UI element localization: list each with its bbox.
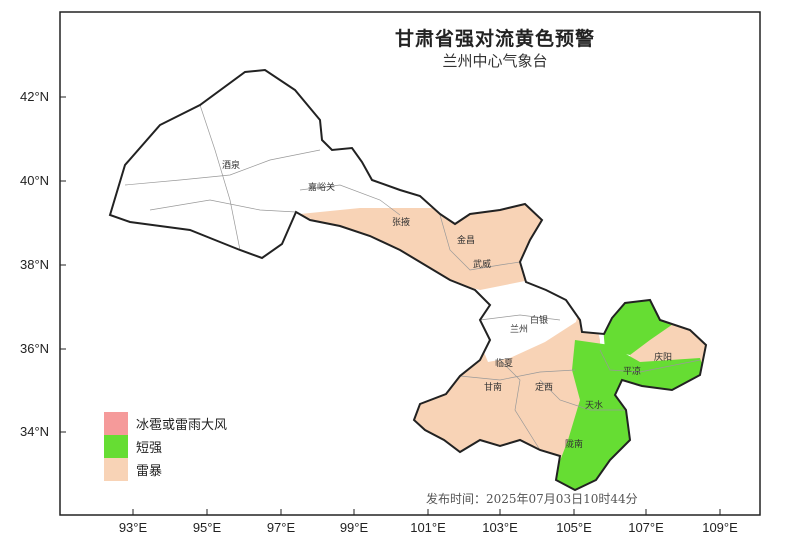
lon-tick-label: 103°E xyxy=(482,520,518,535)
city-label: 定西 xyxy=(535,383,554,393)
lon-tick-label: 99°E xyxy=(339,520,369,535)
axis-ticks xyxy=(60,96,721,515)
city-label: 金昌 xyxy=(457,236,476,246)
lat-tick-label: 42°N xyxy=(20,89,50,104)
city-label: 甘南 xyxy=(484,383,503,393)
lon-tick-label: 97°E xyxy=(266,520,296,535)
lon-tick-label: 109°E xyxy=(702,520,738,535)
city-label: 临夏 xyxy=(495,359,514,369)
internal-boundaries xyxy=(124,104,701,451)
legend-label: 短强 xyxy=(136,441,163,456)
lat-tick-label: 40°N xyxy=(20,173,50,188)
legend: 冰雹或雷雨大风 短强 雷暴 xyxy=(104,412,227,481)
city-label: 酒泉 xyxy=(222,161,241,171)
city-label: 天水 xyxy=(585,401,604,411)
legend-label: 冰雹或雷雨大风 xyxy=(136,418,228,433)
city-label: 白银 xyxy=(530,316,549,326)
plot-frame xyxy=(59,11,761,516)
lon-tick-label: 105°E xyxy=(556,520,592,535)
lon-tick-label: 95°E xyxy=(192,520,222,535)
city-label: 张掖 xyxy=(392,218,411,228)
city-label: 兰州 xyxy=(510,325,529,335)
legend-swatch xyxy=(104,412,128,435)
legend-item-short-heavy-rain: 短强 xyxy=(104,435,227,458)
city-label: 嘉峪关 xyxy=(308,183,336,193)
lat-tick-label: 38°N xyxy=(20,257,50,272)
issue-time: 发布时间：2025年07月03日10时44分 xyxy=(426,492,638,506)
lon-tick-label: 101°E xyxy=(410,520,446,535)
city-label: 平凉 xyxy=(623,367,642,377)
city-label: 陇南 xyxy=(565,440,584,450)
lon-tick-label: 93°E xyxy=(118,520,148,535)
legend-item-thunderstorm: 雷暴 xyxy=(104,458,227,481)
lon-tick-label: 107°E xyxy=(628,520,664,535)
map-title: 甘肃省强对流黄色预警 xyxy=(394,28,595,50)
lat-tick-label: 34°N xyxy=(20,424,50,439)
map-subtitle: 兰州中心气象台 xyxy=(442,52,548,70)
thunderstorm-zone-corridor xyxy=(300,198,550,290)
non-warning-lanzhou-area xyxy=(470,278,582,362)
legend-swatch xyxy=(104,435,128,458)
lat-tick-label: 36°N xyxy=(20,341,50,356)
legend-item-hail-wind: 冰雹或雷雨大风 xyxy=(104,412,227,435)
city-label: 庆阳 xyxy=(654,353,673,363)
city-label: 武威 xyxy=(473,260,492,270)
legend-label: 雷暴 xyxy=(136,464,163,479)
legend-swatch xyxy=(104,458,128,481)
